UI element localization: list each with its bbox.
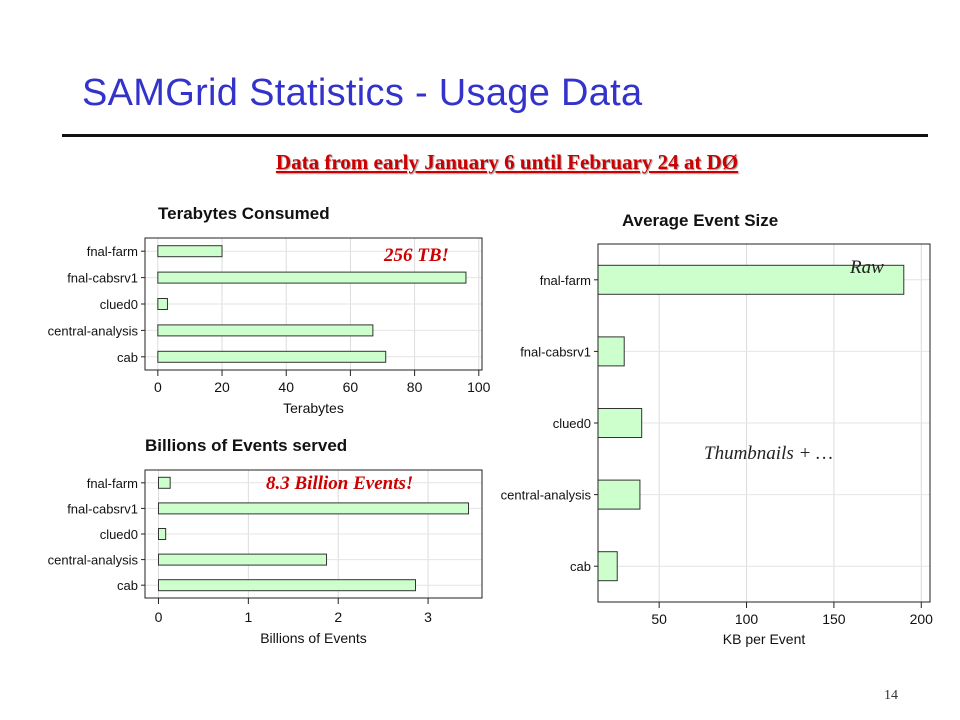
bar-fnal-cabsrv1 [157,271,467,284]
x-tick-label: 60 [343,379,359,395]
bar-cab [157,579,416,592]
x-tick-label: 200 [910,611,934,627]
x-tick-label: 40 [278,379,294,395]
x-axis-label: Billions of Events [260,630,367,646]
category-label-central-analysis: central-analysis [501,488,592,503]
bar-fnal-farm [597,264,905,295]
callout-raw: Raw [850,257,884,278]
chart-title-terabytes: Terabytes Consumed [158,204,330,223]
chart-title-events: Billions of Events served [145,436,348,455]
slide-title: SAMGrid Statistics - Usage Data [82,72,643,114]
x-tick-label: 150 [822,611,846,627]
category-label-clued0: clued0 [100,527,138,542]
bar-fnal-farm [157,476,171,489]
x-tick-label: 3 [424,609,432,625]
category-label-fnal-cabsrv1: fnal-cabsrv1 [520,344,591,359]
event-size-chart: fnal-farm fnal-cabsrv1 clued0 central-analy… [470,238,940,652]
events-chart-svg: fnal-farm fnal-cabsrv1 clued0 central-analy… [48,469,483,646]
x-tick-label: 1 [244,609,252,625]
bar-fnal-cabsrv1 [157,502,470,515]
category-label-fnal-cabsrv1: fnal-cabsrv1 [67,501,138,516]
x-tick-label: 80 [407,379,423,395]
bar-clued0 [157,528,167,540]
category-label-clued0: clued0 [100,297,138,312]
bar-fnal-cabsrv1 [597,336,625,367]
category-label-cab: cab [117,578,138,593]
x-tick-label: 0 [155,609,163,625]
callout-events: 8.3 Billion Events! [266,473,414,494]
events-chart: fnal-farm fnal-cabsrv1 clued0 central-analy… [20,466,490,652]
bar-cab [597,551,618,582]
callout-terabytes: 256 TB! [384,245,449,266]
category-label-central-analysis: central-analysis [48,323,139,338]
bar-clued0 [597,408,643,438]
x-axis-label: KB per Event [723,631,806,647]
bar-central-analysis [157,553,328,566]
category-label-fnal-cabsrv1: fnal-cabsrv1 [67,271,138,286]
title-divider [62,134,928,137]
x-tick-label: 2 [334,609,342,625]
category-label-fnal-farm: fnal-farm [87,244,138,259]
x-tick-label: 100 [735,611,759,627]
category-label-fnal-farm: fnal-farm [540,273,591,288]
category-label-fnal-farm: fnal-farm [87,476,138,491]
bar-clued0 [157,298,168,310]
callout-thumbnails: Thumbnails + … [704,443,833,464]
bar-central-analysis [157,324,374,337]
event-size-chart-svg: fnal-farm fnal-cabsrv1 clued0 central-analy… [501,243,934,647]
x-tick-label: 0 [154,379,162,395]
bar-fnal-farm [157,245,223,258]
slide-subtitle: Data from early January 6 until February… [275,150,739,174]
category-label-central-analysis: central-analysis [48,553,139,568]
x-tick-label: 20 [214,379,230,395]
terabytes-chart-svg: fnal-farm fnal-cabsrv1 clued0 central-analy… [48,237,490,416]
terabytes-chart: fnal-farm fnal-cabsrv1 clued0 central-analy… [20,232,490,422]
x-axis-label: Terabytes [283,400,344,416]
x-tick-label: 100 [467,379,490,395]
category-label-cab: cab [117,350,138,365]
bar-cab [157,350,387,363]
chart-title-event-size: Average Event Size [622,211,779,230]
category-label-cab: cab [570,559,591,574]
bar-central-analysis [597,479,641,510]
page-number: 14 [884,688,898,703]
category-label-clued0: clued0 [553,416,591,431]
x-tick-label: 50 [651,611,667,627]
